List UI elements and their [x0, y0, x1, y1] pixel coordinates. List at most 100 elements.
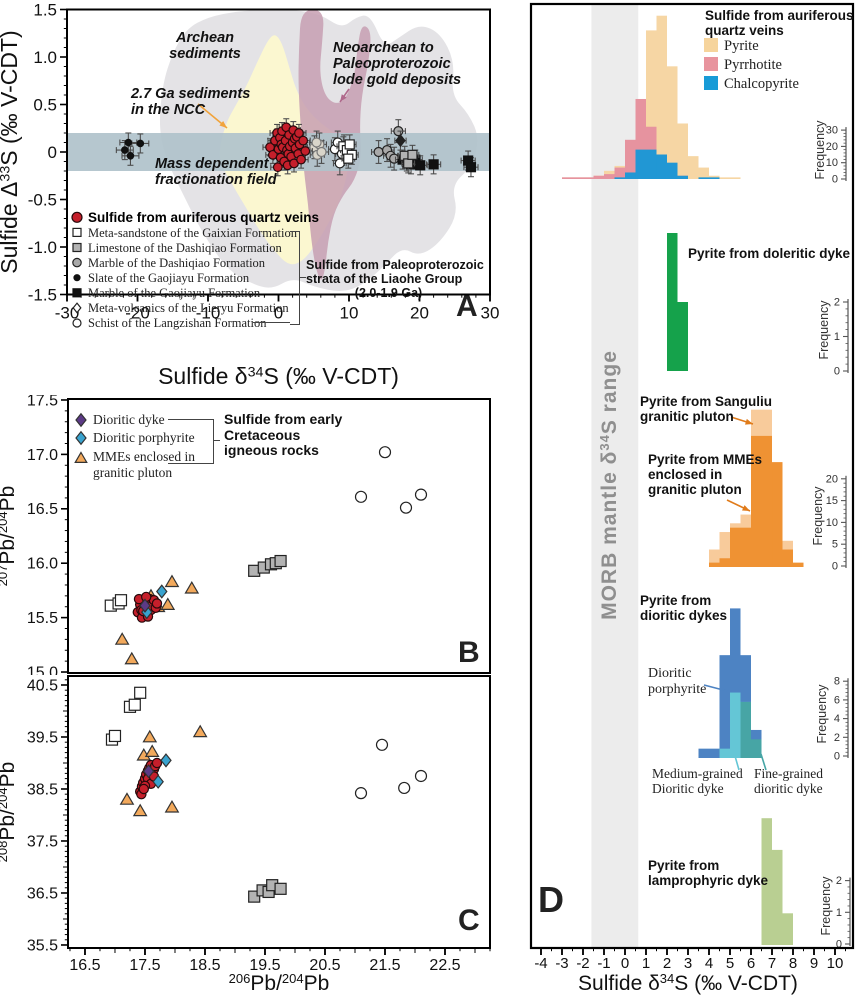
svg-text:20.5: 20.5	[309, 957, 340, 974]
svg-text:20: 20	[826, 473, 838, 485]
svg-text:0: 0	[832, 174, 838, 186]
svg-text:-2: -2	[576, 955, 589, 972]
label-line: dioritic dyke	[754, 781, 823, 797]
legend-label: Marble of the Dashiqiao Formation	[88, 256, 266, 270]
svg-text:16.5: 16.5	[27, 501, 58, 518]
label-line: (2.0-1.9 Ga)	[354, 286, 423, 300]
label-line: Pyrite from	[640, 593, 712, 608]
svg-text:Sulfide δ34S (‰ V-CDT): Sulfide δ34S (‰ V-CDT)	[578, 971, 798, 995]
label-line: Dioritic	[648, 666, 692, 681]
label-line: Neoarchean to	[333, 40, 434, 56]
svg-text:36.5: 36.5	[27, 885, 58, 902]
legend-group-label-liaohe: Sulfide from Paleoproterozoic strata of …	[306, 258, 486, 300]
legend-item-dioritic-dyke: Dioritic dyke	[93, 412, 165, 428]
panel-A-series-metasandstone_gaixian	[336, 134, 359, 169]
svg-text:2: 2	[834, 732, 840, 744]
svg-text:10: 10	[340, 304, 359, 323]
panel-C-series-dioritic_dyke	[142, 764, 155, 779]
pyrite-swatch	[704, 38, 718, 52]
svg-text:5: 5	[726, 955, 734, 972]
legend-group-label-cretaceous: Sulfide from early Cretaceous igneous ro…	[224, 411, 342, 459]
histogram-dioritic-dykes-fine-grained-dioritic-dyke	[740, 701, 762, 758]
panel-A-series-limestone_dashiqiao	[397, 144, 420, 174]
svg-text:1: 1	[836, 907, 842, 919]
panel-letter-b: B	[458, 636, 480, 669]
label-line: granitic pluton	[640, 409, 734, 425]
pyrrhotite-swatch	[704, 57, 718, 71]
svg-text:0: 0	[274, 304, 283, 323]
label-line: in the NCC	[131, 102, 206, 119]
panel-C-series-dioritic_porphyrite	[152, 753, 172, 789]
svg-text:8: 8	[789, 955, 797, 972]
panel-C-series-mmes	[119, 724, 208, 817]
histogram-dioritic-dykes	[698, 608, 762, 758]
panel-C-series-schist_langzishan	[354, 738, 428, 800]
panel-A-legend-markers	[71, 211, 83, 328]
label-line: Archean	[175, 30, 235, 46]
svg-text:Frequency: Frequency	[815, 684, 829, 744]
panel-A-series-marble_dashiqiao_pale	[306, 130, 330, 167]
panel-A-series-auriferous_veins	[262, 118, 313, 177]
svg-text:40.5: 40.5	[27, 677, 58, 694]
label-line: fractionation field	[155, 172, 277, 189]
svg-text:208Pb/204Pb: 208Pb/204Pb	[0, 762, 19, 863]
label-line: dioritic dykes	[640, 608, 728, 624]
legend-label: Schist of the Langzishan Formation	[88, 316, 267, 330]
legend-label: Meta-volcanics of the Lieryu Formation	[88, 301, 289, 315]
svg-text:-0.5: -0.5	[28, 190, 57, 209]
panel-C-series-metasandstone_gaixian	[105, 686, 147, 746]
svg-text:Sulfide δ34S (‰ V-CDT): Sulfide δ34S (‰ V-CDT)	[158, 363, 399, 389]
label-line: Pyrite from	[648, 858, 720, 873]
legend-label: Pyrrhotite	[724, 57, 782, 73]
legend-label: Chalcopyrite	[724, 76, 799, 92]
svg-text:0: 0	[834, 366, 840, 378]
panel-D-pointers	[703, 416, 767, 771]
legend-title-d: Sulfide from auriferous quartz veins	[705, 8, 854, 39]
svg-text:30: 30	[826, 125, 838, 137]
panel-D-axis: -4 -3 -2 -1 0 1 2 3 4 5 6 7 8 9 10 Sulfide δ34S (‰ V-CD…	[534, 948, 847, 995]
legend-item-schist-langzishan: Schist of the Langzishan Formation	[88, 316, 266, 331]
frequency-ruler-3: 0 2 4 6 8 Frequency	[815, 676, 849, 763]
svg-text:17.0: 17.0	[27, 447, 58, 464]
label-line: Fine-grained	[754, 766, 823, 781]
panel-C-series-limestone_dashiqiao	[248, 879, 287, 903]
legend-item-auriferous-veins: Sulfide from auriferous quartz veins	[88, 210, 319, 225]
legend-bracket-a-stub	[299, 276, 306, 278]
svg-text:4: 4	[834, 713, 840, 725]
label-medium-grained-dyke: Medium-grained Dioritic dyke	[652, 766, 743, 796]
svg-text:9: 9	[810, 955, 818, 972]
svg-text:16.0: 16.0	[27, 556, 58, 573]
histogram-doleritic-dyke	[666, 233, 688, 371]
legend-label: Meta-sandstone of the Gaixian Formation	[88, 226, 297, 240]
panel-b-plot: 17.5 17.0 16.5 16.0 15.5 15.0 207Pb/204Pb	[0, 395, 491, 675]
svg-text:6: 6	[834, 694, 840, 706]
legend-item-mmes: MMEs enclosed in granitic pluton	[93, 449, 195, 481]
legend-label: Dioritic porphyrite	[93, 430, 195, 445]
svg-text:4: 4	[705, 955, 713, 972]
histogram-lamprophyric-dyke-pyrite-from-lamprophyric-dyke	[761, 818, 794, 945]
legend-label: Slate of the Gaojiayu Formation	[88, 271, 250, 285]
svg-text:Sulfide Δ33S (‰ V-CDT): Sulfide Δ33S (‰ V-CDT)	[0, 30, 22, 273]
panel-B-series-schist_langzishan	[354, 446, 428, 514]
svg-text:1.0: 1.0	[33, 48, 57, 67]
svg-text:Frequency: Frequency	[813, 120, 827, 180]
panel-D-frame	[529, 2, 855, 950]
label-line: Mass dependent	[155, 156, 269, 172]
panel-a-plot: -30 -20 -10 0 10 20 301.51.00.50-0.5-1.0-1.5Su…	[0, 0, 499, 389]
svg-text:-20: -20	[125, 304, 150, 323]
svg-text:2: 2	[836, 875, 842, 887]
svg-text:20: 20	[410, 304, 429, 323]
svg-text:15.0: 15.0	[27, 664, 58, 675]
svg-text:207Pb/204Pb: 207Pb/204Pb	[0, 486, 19, 587]
svg-text:21.5: 21.5	[369, 957, 400, 974]
label-ncc-sediments: 2.7 Ga sediments in the NCC	[131, 86, 250, 118]
panel-B-series-limestone_dashiqiao	[248, 554, 287, 577]
panel-C-axes: 16.5 17.5 18.5 19.5 20.5 21.5 22.5 40.5 39.5 38.5…	[0, 677, 491, 995]
legend-bracket-b-stub	[213, 440, 220, 441]
panel-A-series-marble_dashiqiao	[371, 119, 406, 171]
svg-text:10: 10	[826, 157, 838, 169]
legend-item-marble-gaojiayu: Marble of the Gaojiayu Formation	[88, 286, 260, 301]
label-dioritic-dykes: Pyrite from dioritic dykes	[640, 593, 727, 623]
histogram-auriferous-quartz-veins-chalcopyrite	[614, 149, 720, 179]
